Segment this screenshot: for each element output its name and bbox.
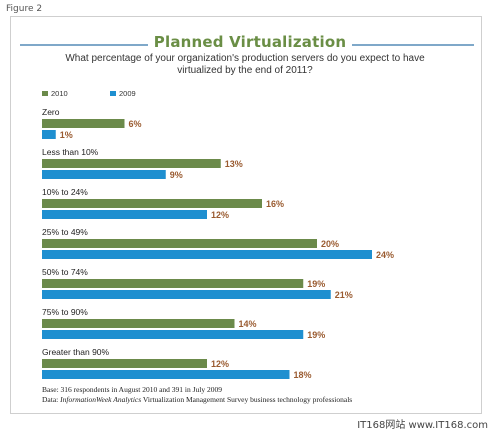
value-label-2010: 19% (307, 279, 325, 289)
value-label-2010: 16% (266, 199, 284, 209)
value-label-2009: 12% (211, 210, 229, 220)
bar-2010 (42, 359, 207, 368)
bar-2009 (42, 210, 207, 219)
bar-2009 (42, 130, 56, 139)
bar-2010 (42, 199, 262, 208)
category-label: 10% to 24% (42, 187, 88, 197)
footnote-data-rest: Virtualization Management Survey busines… (141, 395, 352, 404)
category-label: 50% to 74% (42, 267, 88, 277)
value-label-2010: 20% (321, 239, 339, 249)
footnote-base: Base: 316 respondents in August 2010 and… (42, 385, 222, 394)
footnote-data: Data: InformationWeek Analytics Virtuali… (42, 395, 352, 404)
bar-2010 (42, 239, 317, 248)
bar-2009 (42, 290, 331, 299)
bar-2009 (42, 370, 290, 379)
value-label-2009: 19% (307, 330, 325, 340)
value-label-2009: 9% (170, 170, 183, 180)
category-label: 25% to 49% (42, 227, 88, 237)
category-label: Less than 10% (42, 147, 99, 157)
bar-2010 (42, 279, 303, 288)
value-label-2009: 1% (60, 130, 73, 140)
watermark: IT168网站 www.IT168.com (357, 416, 488, 431)
category-label: Greater than 90% (42, 347, 110, 357)
bar-2010 (42, 119, 125, 128)
bar-2009 (42, 250, 372, 259)
bar-2009 (42, 170, 166, 179)
value-label-2009: 24% (376, 250, 394, 260)
value-label-2010: 6% (129, 119, 142, 129)
footnote-data-source: InformationWeek Analytics (60, 395, 141, 404)
value-label-2009: 18% (294, 370, 312, 380)
value-label-2010: 12% (211, 359, 229, 369)
category-label: 75% to 90% (42, 307, 88, 317)
value-label-2009: 21% (335, 290, 353, 300)
category-label: Zero (42, 107, 60, 117)
bar-2009 (42, 330, 303, 339)
footnote-data-prefix: Data: (42, 395, 60, 404)
bar-2010 (42, 319, 235, 328)
value-label-2010: 13% (225, 159, 243, 169)
bar-2010 (42, 159, 221, 168)
value-label-2010: 14% (239, 319, 257, 329)
